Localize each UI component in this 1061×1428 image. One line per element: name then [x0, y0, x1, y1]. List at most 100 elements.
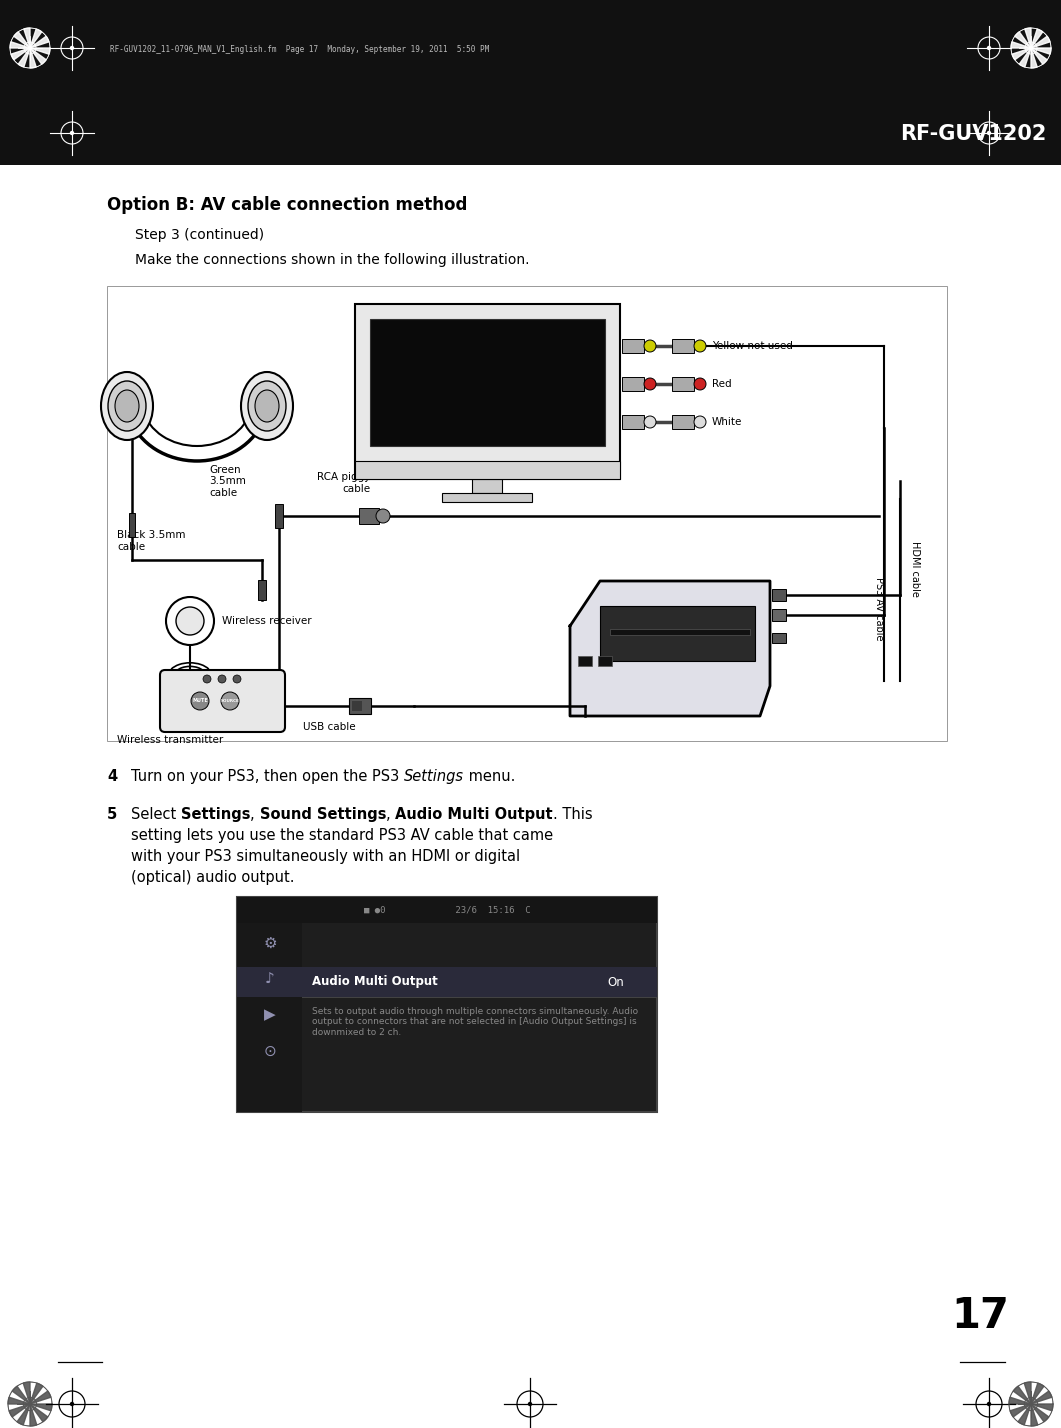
Circle shape	[176, 607, 204, 635]
Text: PS3 AV cable: PS3 AV cable	[874, 577, 884, 641]
Polygon shape	[13, 1387, 30, 1404]
Text: 4: 4	[107, 770, 117, 784]
Circle shape	[221, 693, 239, 710]
Text: Settings: Settings	[180, 807, 250, 823]
Polygon shape	[10, 1404, 30, 1417]
Polygon shape	[1031, 49, 1051, 54]
Polygon shape	[570, 581, 770, 715]
Bar	[622, 338, 644, 353]
Bar	[370, 318, 605, 446]
Polygon shape	[23, 29, 30, 49]
Text: menu.: menu.	[464, 770, 516, 784]
Text: Green
3.5mm
cable: Green 3.5mm cable	[209, 464, 246, 498]
Text: Audio Multi Output: Audio Multi Output	[396, 807, 553, 823]
Polygon shape	[10, 41, 30, 49]
Text: RCA piggyback
cable: RCA piggyback cable	[317, 473, 395, 494]
Polygon shape	[8, 1397, 30, 1404]
Polygon shape	[1031, 29, 1043, 49]
Text: Step 3 (continued): Step 3 (continued)	[135, 228, 264, 241]
Text: Sound Settings: Sound Settings	[260, 807, 386, 823]
Polygon shape	[1011, 41, 1031, 49]
Polygon shape	[17, 1404, 30, 1425]
Text: Make the connections shown in the following illustration.: Make the connections shown in the follow…	[135, 253, 529, 267]
Circle shape	[1029, 1402, 1033, 1407]
Text: Option B: AV cable connection method: Option B: AV cable connection method	[107, 196, 468, 214]
Bar	[578, 655, 592, 665]
Bar	[237, 897, 657, 1112]
Polygon shape	[30, 1404, 37, 1427]
Polygon shape	[14, 31, 30, 49]
Bar	[772, 633, 786, 643]
Bar	[601, 605, 755, 661]
Circle shape	[70, 131, 74, 136]
Text: (optical) audio output.: (optical) audio output.	[131, 870, 295, 885]
Bar	[349, 698, 371, 714]
Circle shape	[70, 46, 74, 50]
Circle shape	[1029, 46, 1033, 50]
Polygon shape	[18, 49, 30, 67]
Text: Select: Select	[131, 807, 180, 823]
Bar	[0, 0, 1061, 166]
Bar	[672, 416, 694, 428]
Circle shape	[987, 1402, 991, 1407]
Bar	[237, 967, 657, 997]
Polygon shape	[30, 1404, 48, 1422]
Bar	[355, 304, 620, 478]
Ellipse shape	[101, 373, 153, 440]
Text: Black 3.5mm
cable: Black 3.5mm cable	[117, 530, 186, 551]
Circle shape	[527, 1402, 533, 1407]
Circle shape	[70, 1402, 74, 1407]
Circle shape	[191, 693, 209, 710]
Polygon shape	[30, 49, 50, 54]
Bar	[610, 628, 750, 635]
Polygon shape	[1013, 1387, 1031, 1404]
Polygon shape	[1024, 1382, 1031, 1404]
Circle shape	[987, 131, 991, 136]
Bar	[672, 377, 694, 391]
Polygon shape	[11, 49, 30, 60]
Polygon shape	[1014, 31, 1031, 49]
Bar	[352, 701, 362, 711]
FancyBboxPatch shape	[160, 670, 285, 733]
Text: Yellow not used: Yellow not used	[712, 341, 793, 351]
Ellipse shape	[241, 373, 293, 440]
Text: with your PS3 simultaneously with an HDMI or digital: with your PS3 simultaneously with an HDM…	[131, 850, 520, 864]
Ellipse shape	[255, 390, 279, 423]
Bar	[598, 655, 612, 665]
Text: ■ ●0             23/6  15:16  C: ■ ●0 23/6 15:16 C	[364, 905, 530, 914]
Text: ,: ,	[250, 807, 260, 823]
Text: . This: . This	[553, 807, 593, 823]
Text: Audio Multi Output: Audio Multi Output	[312, 975, 438, 988]
Text: ,: ,	[386, 807, 396, 823]
Text: Turn on your PS3, then open the PS3: Turn on your PS3, then open the PS3	[131, 770, 404, 784]
Bar	[622, 416, 644, 428]
Circle shape	[694, 340, 706, 351]
Circle shape	[694, 416, 706, 428]
Circle shape	[644, 340, 656, 351]
Polygon shape	[30, 49, 36, 69]
Text: MUTE: MUTE	[192, 698, 208, 704]
Polygon shape	[1019, 1404, 1031, 1425]
Bar	[237, 897, 657, 922]
Bar	[237, 922, 302, 1112]
Circle shape	[218, 675, 226, 683]
Circle shape	[987, 46, 991, 50]
Text: Red: Red	[712, 378, 732, 388]
Circle shape	[644, 378, 656, 390]
Polygon shape	[1031, 49, 1038, 69]
Circle shape	[644, 416, 656, 428]
Polygon shape	[30, 1391, 51, 1404]
Text: RF-GUV1202_11-0796_MAN_V1_English.fm  Page 17  Monday, September 19, 2011  5:50 : RF-GUV1202_11-0796_MAN_V1_English.fm Pag…	[110, 46, 489, 54]
Circle shape	[376, 508, 390, 523]
Polygon shape	[1031, 1404, 1053, 1411]
Polygon shape	[30, 49, 47, 64]
Polygon shape	[1010, 1404, 1031, 1417]
Text: White: White	[712, 417, 743, 427]
Text: setting lets you use the standard PS3 AV cable that came: setting lets you use the standard PS3 AV…	[131, 828, 553, 843]
Circle shape	[28, 1402, 32, 1407]
Polygon shape	[1031, 1384, 1044, 1404]
Ellipse shape	[248, 381, 286, 431]
Polygon shape	[1025, 29, 1031, 49]
Circle shape	[694, 378, 706, 390]
Text: Wireless receiver: Wireless receiver	[222, 615, 312, 625]
